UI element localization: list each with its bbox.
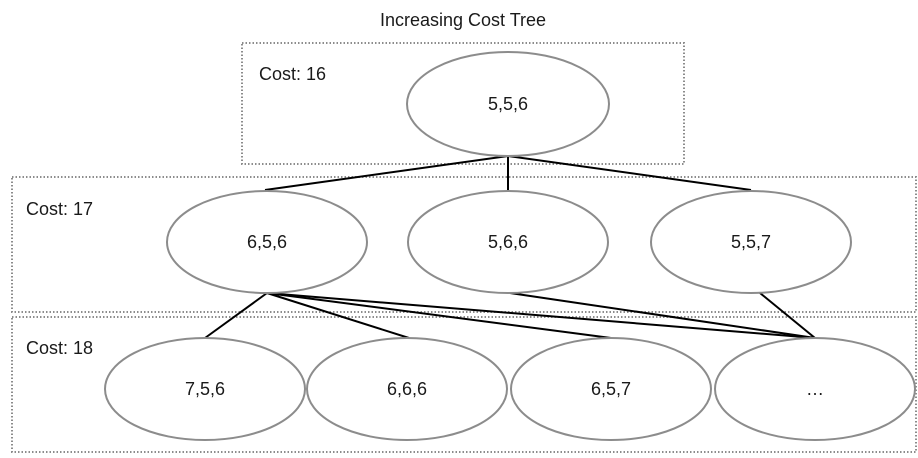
tree-edge bbox=[759, 292, 816, 339]
node-ellipse bbox=[406, 51, 610, 157]
node-ellipse bbox=[714, 337, 916, 441]
tree-node: 6,5,6 bbox=[166, 190, 368, 294]
node-ellipse bbox=[510, 337, 712, 441]
tree-node: 5,5,7 bbox=[650, 190, 852, 294]
tree-edge bbox=[507, 155, 752, 191]
tree-node: 6,6,6 bbox=[306, 337, 508, 441]
node-ellipse bbox=[650, 190, 852, 294]
node-label: 6,5,7 bbox=[591, 379, 631, 399]
level-label-cost-18: Cost: 18 bbox=[26, 338, 93, 358]
tree-node: 6,5,7 bbox=[510, 337, 712, 441]
node-ellipse bbox=[306, 337, 508, 441]
tree-node: 7,5,6 bbox=[104, 337, 306, 441]
tree-node: 5,5,6 bbox=[406, 51, 610, 157]
node-ellipse bbox=[166, 190, 368, 294]
node-ellipse bbox=[407, 190, 609, 294]
node-label: 6,6,6 bbox=[387, 379, 427, 399]
tree-edge bbox=[204, 292, 268, 339]
tree-edge bbox=[264, 155, 509, 191]
node-label: 7,5,6 bbox=[185, 379, 225, 399]
tree-edge bbox=[266, 292, 410, 339]
node-label: … bbox=[806, 379, 824, 399]
node-ellipse bbox=[104, 337, 306, 441]
level-label-cost-17: Cost: 17 bbox=[26, 199, 93, 219]
diagram-title: Increasing Cost Tree bbox=[380, 10, 546, 30]
node-label: 6,5,6 bbox=[247, 232, 287, 252]
tree-node: … bbox=[714, 337, 916, 441]
node-label: 5,5,6 bbox=[488, 94, 528, 114]
tree-edge bbox=[509, 292, 816, 339]
level-box-cost-17 bbox=[11, 176, 917, 313]
level-label-cost-16: Cost: 16 bbox=[259, 64, 326, 84]
edges-layer bbox=[204, 155, 816, 339]
level-box-cost-18 bbox=[11, 316, 917, 453]
node-label: 5,6,6 bbox=[488, 232, 528, 252]
node-label: 5,5,7 bbox=[731, 232, 771, 252]
level-box-cost-16 bbox=[241, 42, 685, 165]
tree-edge bbox=[266, 292, 816, 339]
tree-edge bbox=[266, 292, 612, 339]
tree-node: 5,6,6 bbox=[407, 190, 609, 294]
